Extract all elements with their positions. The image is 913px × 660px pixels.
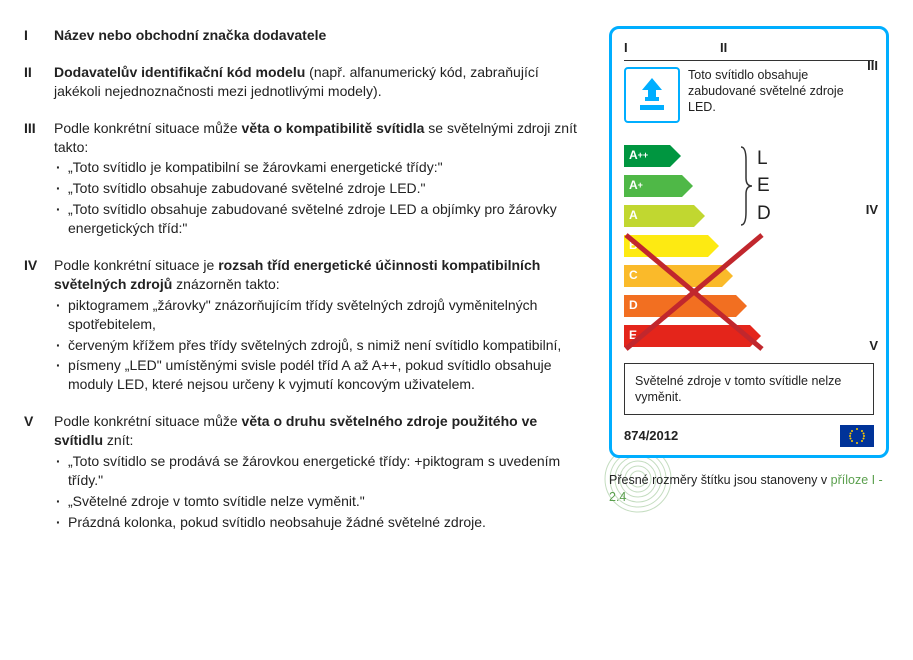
led-vertical: L E D xyxy=(757,145,771,228)
regulation-number: 874/2012 xyxy=(624,427,678,445)
roman-numeral: IV xyxy=(24,256,54,396)
legend-item-v: V Podle konkrétní situace může věta o dr… xyxy=(24,412,583,533)
legend-intro-b: znázorněn takto: xyxy=(172,276,279,292)
legend-intro-b: znít: xyxy=(103,432,133,448)
energy-class-arrow: C xyxy=(624,265,722,287)
energy-class-arrow: A++ xyxy=(624,145,670,167)
note-box: Světelné zdroje v tomto svítidle nelze v… xyxy=(624,363,874,416)
bullet: „Toto svítidlo obsahuje zabudované světe… xyxy=(54,179,583,198)
led-l: L xyxy=(757,145,771,173)
legend-text: Název nebo obchodní značka dodavatele xyxy=(54,27,326,43)
legend-bullets: piktogramem „žárovky" znázorňujícím tříd… xyxy=(54,296,583,394)
label-mark-i: I xyxy=(624,39,676,57)
energy-classes: IV V A++A+ABCDE L E D xyxy=(624,145,874,351)
bullet: „Světelné zdroje v tomto svítidle nelze … xyxy=(54,492,583,511)
energy-class-arrow: A xyxy=(624,205,694,227)
eu-flag-icon xyxy=(840,425,874,447)
divider xyxy=(624,60,874,61)
bullet: „Toto svítidlo obsahuje zabudované světe… xyxy=(54,200,583,238)
bullet: Prázdná kolonka, pokud svítidlo neobsahu… xyxy=(54,513,583,532)
label-header: I II xyxy=(624,39,874,57)
lamp-icon xyxy=(632,75,672,115)
legend-item-i: I Název nebo obchodní značka dodavatele xyxy=(24,26,583,47)
caption-text: Přesné rozměry štítku jsou stanoveny v xyxy=(609,473,831,487)
bullet: červeným křížem přes třídy světelných zd… xyxy=(54,336,583,355)
label-mark-iii: III xyxy=(867,57,878,75)
roman-numeral: I xyxy=(24,26,54,47)
roman-numeral: II xyxy=(24,63,54,103)
bullet: písmeny „LED" umístěnými svisle podél tř… xyxy=(54,356,583,394)
bullet: piktogramem „žárovky" znázorňujícím tříd… xyxy=(54,296,583,334)
energy-class-arrow: E xyxy=(624,325,750,347)
energy-class-arrow: A+ xyxy=(624,175,682,197)
energy-class-arrow: D xyxy=(624,295,736,317)
label-section-iii: III Toto svítidlo obsahuje zabudované sv… xyxy=(624,67,874,123)
legend-bullets: „Toto svítidlo je kompatibilní se žárovk… xyxy=(54,158,583,238)
brace-icon xyxy=(739,145,753,227)
label-description: Toto svítidlo obsahuje zabudované světel… xyxy=(688,67,874,116)
led-e: E xyxy=(757,172,771,200)
legend-item-iii: III Podle konkrétní situace může věta o … xyxy=(24,119,583,240)
led-d: D xyxy=(757,200,771,228)
roman-numeral: V xyxy=(24,412,54,533)
legend-intro-a: Podle konkrétní situace může xyxy=(54,413,242,429)
legend-lead: věta o kompatibilitě svítidla xyxy=(242,120,425,136)
energy-label: I II III Toto svítidlo obsahuje zabudova… xyxy=(609,26,889,458)
roman-numeral: III xyxy=(24,119,54,240)
legend-item-iv: IV Podle konkrétní situace je rozsah tří… xyxy=(24,256,583,396)
bullet: „Toto svítidlo je kompatibilní se žárovk… xyxy=(54,158,583,177)
energy-label-column: I II III Toto svítidlo obsahuje zabudova… xyxy=(609,26,889,550)
legend-intro-a: Podle konkrétní situace je xyxy=(54,257,218,273)
label-mark-ii: II xyxy=(676,39,874,57)
bullet: „Toto svítidlo se prodává se žárovkou en… xyxy=(54,452,583,490)
legend-bullets: „Toto svítidlo se prodává se žárovkou en… xyxy=(54,452,583,532)
legend-column: I Název nebo obchodní značka dodavatele … xyxy=(24,26,591,550)
legend-lead: Dodavatelův identifikační kód modelu xyxy=(54,64,305,80)
label-footer: 874/2012 xyxy=(624,425,874,447)
lamp-pictogram xyxy=(624,67,680,123)
legend-intro-a: Podle konkrétní situace může xyxy=(54,120,242,136)
legend-item-ii: II Dodavatelův identifikační kód modelu … xyxy=(24,63,583,103)
caption: Přesné rozměry štítku jsou stanoveny v p… xyxy=(609,472,889,506)
energy-class-arrow: B xyxy=(624,235,708,257)
